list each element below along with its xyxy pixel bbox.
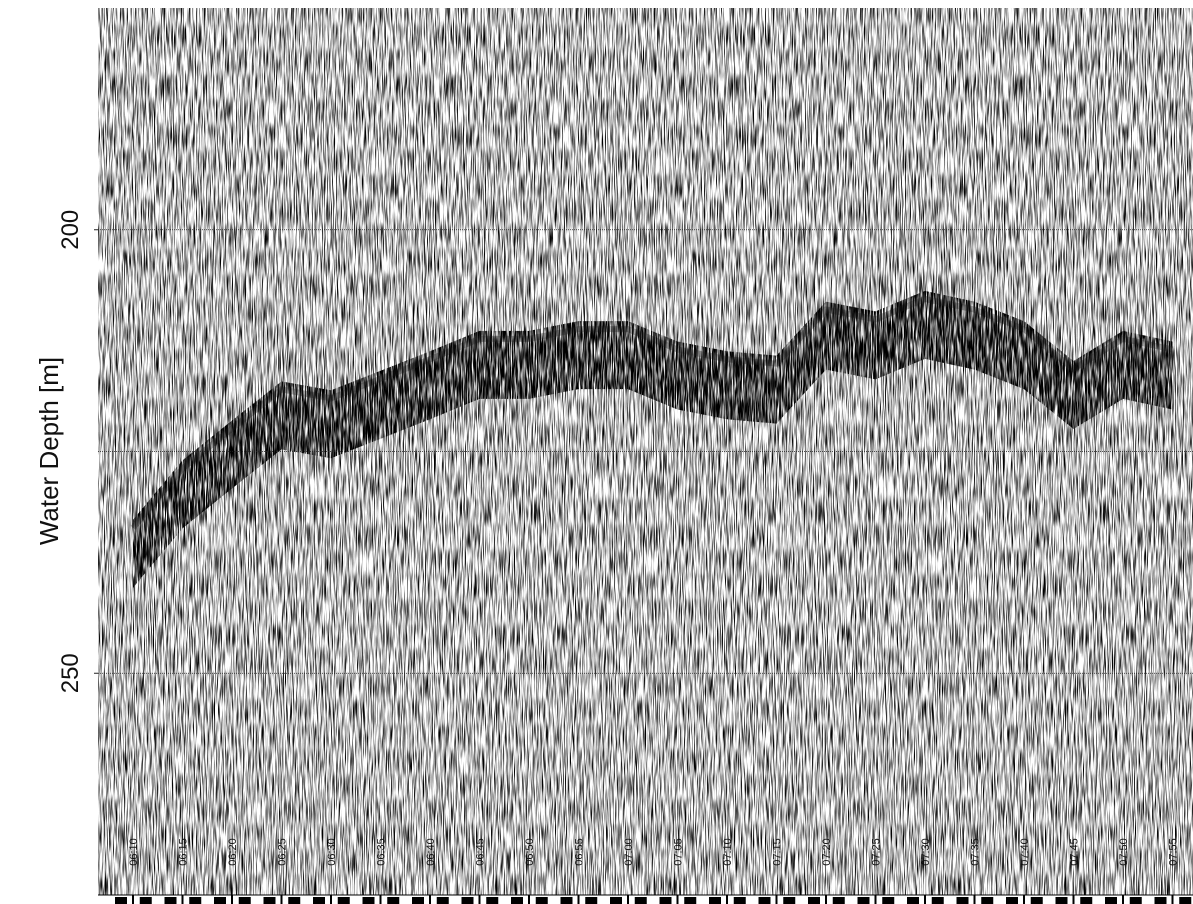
x-tick-label: 07:25 bbox=[871, 838, 883, 866]
axis-tick-block bbox=[288, 897, 301, 904]
axis-tick-block bbox=[709, 897, 721, 904]
axis-tick-block bbox=[610, 897, 622, 904]
x-tick-label: 07:55 bbox=[1168, 838, 1180, 866]
x-tick-label: 06:40 bbox=[425, 838, 437, 866]
x-tick-label: 07:35 bbox=[970, 838, 982, 866]
axis-tick-block bbox=[412, 897, 424, 904]
axis-tick-block bbox=[436, 897, 449, 904]
axis-tick-block bbox=[783, 897, 796, 904]
x-tick-label: 07:40 bbox=[1019, 838, 1031, 866]
axis-tick-block bbox=[1006, 897, 1018, 904]
axis-tick-block bbox=[907, 897, 919, 904]
axis-tick-block bbox=[1179, 897, 1192, 904]
y-axis-label: Water Depth [m] bbox=[34, 357, 64, 545]
axis-tick-block bbox=[1030, 897, 1043, 904]
x-tick-label: 06:35 bbox=[376, 838, 388, 866]
x-tick-label: 07:45 bbox=[1069, 838, 1081, 866]
axis-tick-block bbox=[1080, 897, 1093, 904]
axis-tick-block bbox=[931, 897, 944, 904]
axis-tick-block bbox=[857, 897, 870, 904]
x-tick-label: 07:15 bbox=[772, 838, 784, 866]
axis-tick-block bbox=[808, 897, 820, 904]
x-tick-label: 07:00 bbox=[623, 838, 635, 866]
axis-tick-block bbox=[486, 897, 499, 904]
axis-tick-block bbox=[684, 897, 697, 904]
x-tick-label: 07:30 bbox=[920, 838, 932, 866]
axis-tick-block bbox=[214, 897, 226, 904]
x-tick-label: 07:10 bbox=[722, 838, 734, 866]
x-tick-label: 06:20 bbox=[227, 838, 239, 866]
axis-tick-block bbox=[560, 897, 573, 904]
x-tick-label: 07:50 bbox=[1118, 838, 1130, 866]
x-tick-label: 06:45 bbox=[475, 838, 487, 866]
axis-tick-block bbox=[981, 897, 994, 904]
axis-tick-block bbox=[733, 897, 746, 904]
axis-tick-block bbox=[164, 897, 177, 904]
axis-tick-block bbox=[362, 897, 375, 904]
axis-tick-block bbox=[832, 897, 845, 904]
x-tick-label: 06:15 bbox=[178, 838, 190, 866]
axis-tick-block bbox=[956, 897, 969, 904]
axis-tick-block bbox=[535, 897, 548, 904]
x-tick-label: 06:50 bbox=[524, 838, 536, 866]
axis-tick-block bbox=[189, 897, 202, 904]
axis-tick-block bbox=[511, 897, 523, 904]
x-tick-label: 06:25 bbox=[277, 838, 289, 866]
x-tick-label: 07:20 bbox=[821, 838, 833, 866]
x-tick-label: 06:55 bbox=[574, 838, 586, 866]
axis-tick-block bbox=[139, 897, 152, 904]
axis-tick-block bbox=[1129, 897, 1142, 904]
axis-tick-block bbox=[758, 897, 771, 904]
axis-tick-block bbox=[337, 897, 350, 904]
axis-tick-block bbox=[1105, 897, 1117, 904]
x-tick-label: 06:10 bbox=[128, 838, 140, 866]
y-tick-label: 250 bbox=[57, 653, 84, 693]
bottom-line bbox=[130, 295, 1174, 530]
axis-tick-block bbox=[882, 897, 895, 904]
x-tick-label: 06:30 bbox=[326, 838, 338, 866]
axis-tick-block bbox=[659, 897, 672, 904]
axis-tick-block bbox=[238, 897, 251, 904]
axis-tick-block bbox=[387, 897, 400, 904]
x-tick-label: 07:05 bbox=[673, 838, 685, 866]
axis-tick-block bbox=[263, 897, 276, 904]
axis-tick-block bbox=[1154, 897, 1167, 904]
axis-tick-block bbox=[115, 897, 127, 904]
axis-tick-block bbox=[585, 897, 598, 904]
axis-tick-block bbox=[634, 897, 647, 904]
axis-tick-block bbox=[461, 897, 474, 904]
axis-tick-block bbox=[313, 897, 325, 904]
y-tick-label: 200 bbox=[57, 210, 84, 250]
axis-tick-block bbox=[1055, 897, 1068, 904]
